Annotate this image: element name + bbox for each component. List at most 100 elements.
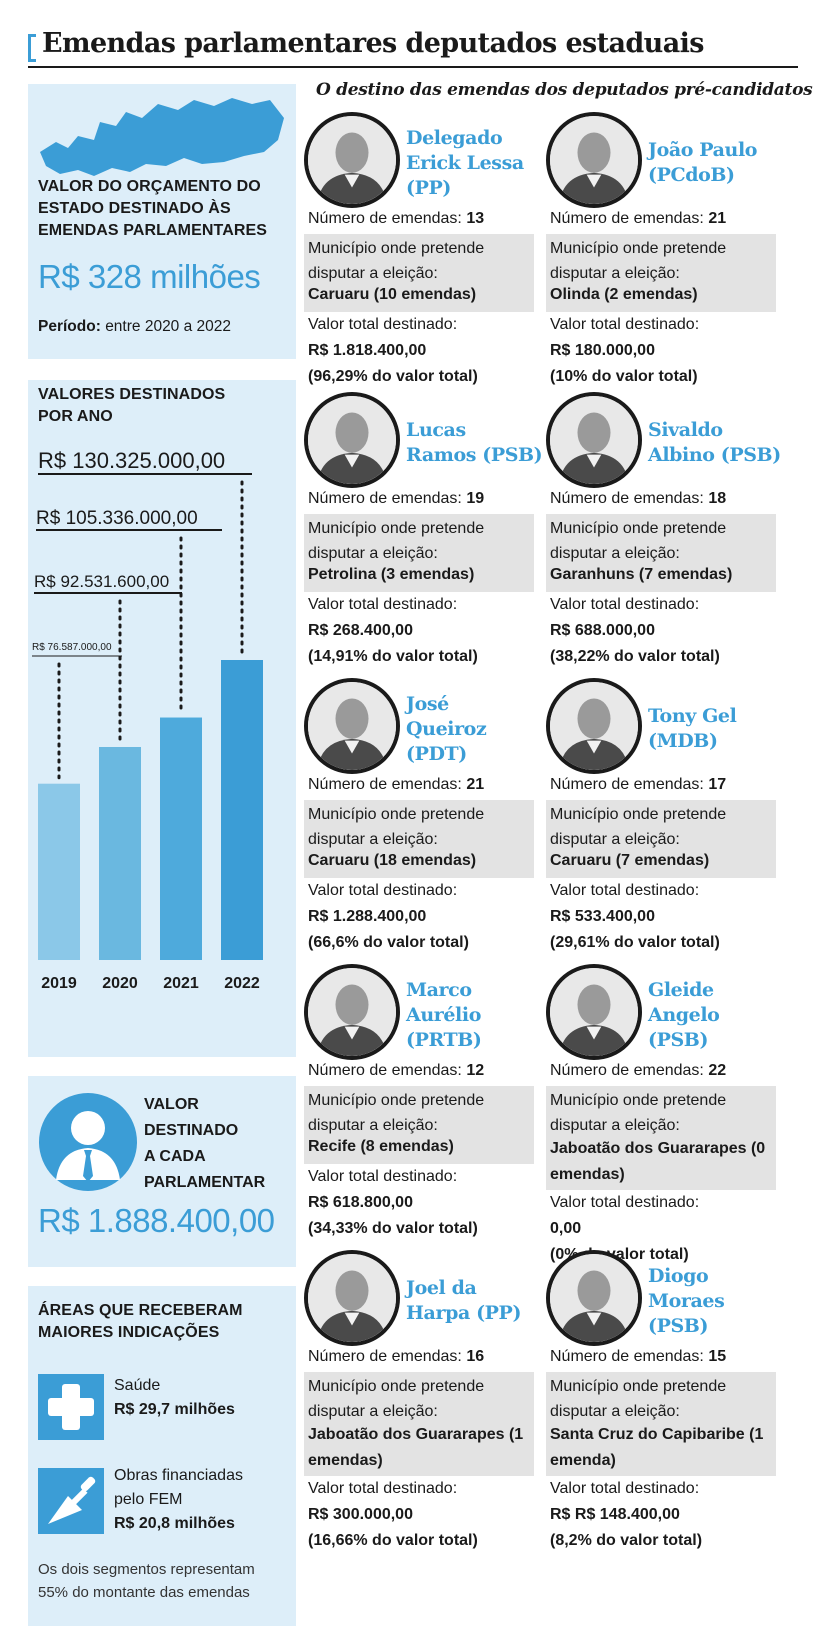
- area-label: Obras financiadas: [114, 1467, 243, 1484]
- candidate-card: Tony Gel (MDB) Número de emendas: 17 Municí…: [546, 678, 778, 951]
- portrait-silhouette-icon: [308, 682, 396, 770]
- candidate-name-line: (PSB): [648, 1315, 709, 1337]
- candidate-name-line: Harpa (PP): [406, 1302, 522, 1324]
- municipality-box: Município onde pretende disputar a eleiçã…: [546, 1372, 776, 1476]
- municipality-box: Município onde pretende disputar a eleiçã…: [304, 800, 534, 878]
- chart-category-label: 2020: [102, 975, 138, 992]
- portrait-silhouette-icon: [550, 396, 638, 484]
- candidate-name: João Paulo (PCdoB): [648, 138, 757, 188]
- count-value: 16: [466, 1348, 485, 1365]
- candidate-name-line: Diogo: [648, 1265, 709, 1287]
- chart-value-label: R$ 76.587.000,00: [32, 642, 112, 653]
- count-label: Número de emendas:: [550, 490, 704, 507]
- total-label: Valor total destinado:: [308, 316, 458, 333]
- heading-line: DESTINADO: [144, 1122, 239, 1139]
- portrait-silhouette-icon: [550, 1254, 638, 1342]
- candidate-name-line: (MDB): [648, 730, 718, 752]
- municipality-value: Santa Cruz do Capibaribe (1 emenda): [550, 1426, 764, 1469]
- count-label: Número de emendas:: [308, 490, 462, 507]
- municipality-value: Olinda (2 emendas): [550, 286, 698, 303]
- total-value: R$ 1.818.400,00: [308, 342, 427, 359]
- municipality-box: Município onde pretende disputar a eleiçã…: [546, 514, 776, 592]
- municipality-box: Município onde pretende disputar a eleiçã…: [304, 1086, 534, 1164]
- candidate-name-line: (PRTB): [406, 1029, 482, 1051]
- total-percent: (8,2% do valor total): [550, 1532, 703, 1549]
- health-cross-icon: [38, 1374, 104, 1440]
- municipality-label: Município onde pretende disputar a eleiçã…: [308, 236, 484, 286]
- chart-bar: [38, 783, 80, 960]
- heading-line: A CADA: [144, 1148, 206, 1165]
- municipality-box: Município onde pretende disputar a eleiçã…: [304, 1372, 534, 1476]
- areas-heading-line: ÁREAS QUE RECEBERAM: [38, 1302, 243, 1319]
- municipality-value: Jaboatão dos Guararapes (0 emendas): [550, 1140, 766, 1183]
- count-value: 18: [708, 490, 727, 507]
- total-value: R$ 533.400,00: [550, 908, 655, 925]
- municipality-label-line: Município onde pretende: [550, 1378, 727, 1395]
- municipality-box: Município onde pretende disputar a eleiçã…: [546, 1086, 776, 1190]
- candidate-photo: [546, 392, 642, 488]
- municipality-label: Município onde pretende disputar a eleiçã…: [308, 1088, 484, 1138]
- candidate-name-line: Albino (PSB): [648, 444, 781, 466]
- total-value: R$ 618.800,00: [308, 1194, 413, 1211]
- candidate-card: Lucas Ramos (PSB) Número de emendas: 19 Mun…: [304, 392, 543, 665]
- candidate-name-line: Angelo: [648, 1004, 720, 1026]
- candidate-name: Sivaldo Albino (PSB): [648, 418, 781, 468]
- candidate-name: Delegado Erick Lessa (PP): [406, 126, 524, 201]
- yearly-heading: VALORES DESTINADOS POR ANO: [38, 384, 225, 428]
- budget-heading-line: VALOR DO ORÇAMENTO DO: [38, 178, 261, 195]
- chart-category-label: 2022: [224, 975, 260, 992]
- yearly-heading-line: VALORES DESTINADOS: [38, 386, 226, 403]
- municipality-label-line: disputar a eleição:: [308, 265, 438, 282]
- total-value: 0,00: [550, 1220, 582, 1237]
- per-parliamentarian-panel: VALOR DESTINADO A CADA PARLAMENTAR R$ 1.…: [28, 1076, 296, 1267]
- municipality-label-line: disputar a eleição:: [308, 545, 438, 562]
- candidate-name-line: Tony Gel: [648, 705, 737, 727]
- candidate-name-line: Marco: [406, 979, 472, 1001]
- per-parliamentarian-amount: R$ 1.888.400,00: [38, 1202, 275, 1239]
- candidate-name-line: (PP): [406, 177, 451, 199]
- municipality-label-line: disputar a eleição:: [550, 1117, 680, 1134]
- municipality-label-line: Município onde pretende: [550, 240, 727, 257]
- count-value: 19: [466, 490, 485, 507]
- municipality-label-line: disputar a eleição:: [308, 831, 438, 848]
- total-percent: (10% do valor total): [550, 368, 698, 385]
- portrait-silhouette-icon: [308, 968, 396, 1056]
- budget-heading: VALOR DO ORÇAMENTO DO ESTADO DESTINADO À…: [38, 176, 267, 242]
- candidate-name-line: Delegado: [406, 127, 503, 149]
- municipality-label-line: Município onde pretende: [308, 1378, 485, 1395]
- municipality-value: Recife (8 emendas): [308, 1138, 454, 1155]
- candidate-card: Sivaldo Albino (PSB) Número de emendas: 18…: [546, 392, 781, 665]
- total-percent: (16,66% do valor total): [308, 1532, 478, 1549]
- yearly-bar-chart: R$ 76.587.000,00 2019 R$ 92.531.600,00 2020…: [32, 448, 263, 992]
- total-percent: (38,22% do valor total): [550, 648, 720, 665]
- candidate-card: Joel da Harpa (PP) Número de emendas: 16 Mu…: [304, 1250, 536, 1549]
- amendment-count: Número de emendas: 15: [550, 1348, 726, 1366]
- municipality-label-line: disputar a eleição:: [308, 1403, 438, 1420]
- total-label: Valor total destinado:: [308, 882, 458, 899]
- candidate-card: Delegado Erick Lessa (PP) Número de emendas…: [304, 112, 536, 385]
- municipality-label-line: disputar a eleição:: [308, 1117, 438, 1134]
- municipality-label-line: Município onde pretende: [308, 1092, 485, 1109]
- municipality-label-line: disputar a eleição:: [550, 545, 680, 562]
- portrait-silhouette-icon: [308, 396, 396, 484]
- count-value: 21: [466, 776, 485, 793]
- portrait-silhouette-icon: [550, 116, 638, 204]
- municipality-value: Caruaru (7 emendas): [550, 852, 710, 869]
- municipality-value: Jaboatão dos Guararapes (1 emendas): [308, 1426, 524, 1469]
- budget-amount: R$ 328 milhões: [38, 258, 261, 295]
- chart-value-label: R$ 105.336.000,00: [36, 508, 198, 529]
- municipality-label-line: disputar a eleição:: [550, 1403, 680, 1420]
- candidate-card: Diogo Moraes (PSB) Número de emendas: 15 Mun…: [546, 1250, 778, 1549]
- candidate-card: Marco Aurélio (PRTB) Número de emendas: 12 M…: [304, 964, 536, 1237]
- count-value: 15: [708, 1348, 727, 1365]
- budget-panel: VALOR DO ORÇAMENTO DO ESTADO DESTINADO À…: [28, 84, 296, 359]
- candidate-name: Joel da Harpa (PP): [406, 1276, 521, 1326]
- person-tie-icon: [39, 1093, 137, 1191]
- count-value: 21: [708, 210, 727, 227]
- municipality-box: Município onde pretende disputar a eleiçã…: [304, 234, 534, 312]
- yearly-heading-line: POR ANO: [38, 408, 113, 425]
- total-value: R$ 300.000,00: [308, 1506, 413, 1523]
- candidate-name-line: Gleide: [648, 979, 714, 1001]
- candidate-name-line: Ramos (PSB): [406, 444, 543, 466]
- count-label: Número de emendas:: [550, 1348, 704, 1365]
